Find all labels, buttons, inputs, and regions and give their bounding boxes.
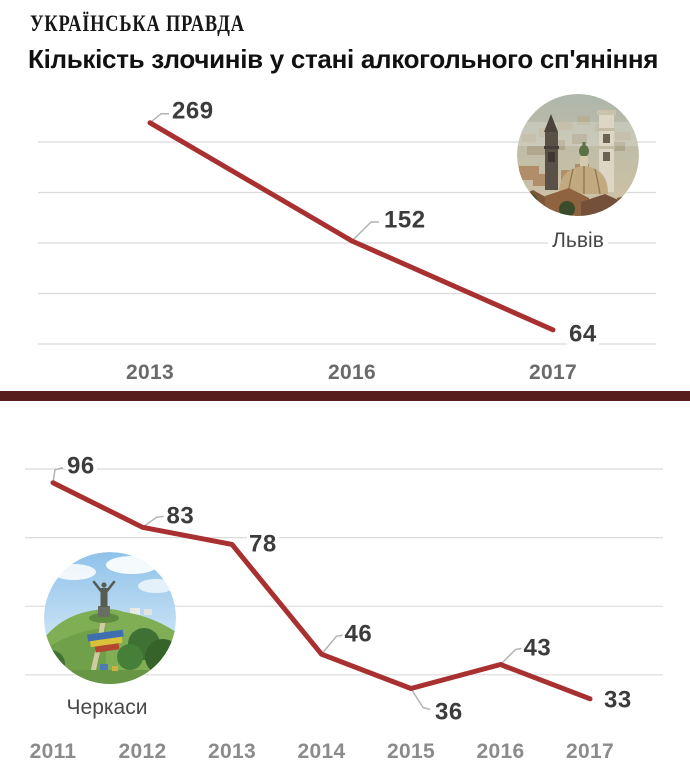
city-label-cherkasy: Черкаси	[62, 696, 152, 720]
x-axis-year-label: 2013	[208, 740, 256, 763]
lviv-city-photo	[517, 94, 639, 216]
label-leader-line	[149, 113, 169, 124]
crime-trend-line	[147, 120, 556, 333]
label-leader-line	[410, 688, 431, 711]
cherkasy-city-photo	[44, 552, 176, 684]
x-axis-year-label: 2017	[529, 361, 577, 384]
data-point-value-label: 78	[247, 530, 279, 558]
x-axis-year-label: 2014	[297, 740, 346, 763]
data-point-value-label: 64	[567, 320, 599, 348]
x-axis-year-label: 2012	[118, 740, 167, 763]
x-axis-year-label: 2017	[566, 740, 614, 763]
label-leader-line	[499, 647, 522, 666]
label-leader-line	[52, 466, 64, 483]
x-axis-year-label: 2016	[328, 361, 376, 384]
data-point-value-label: 96	[65, 452, 97, 480]
section-divider	[0, 391, 690, 401]
lviv-photo-illustration	[517, 94, 639, 216]
x-axis-year-label: 2016	[476, 740, 525, 763]
x-axis-year-label: 2011	[29, 740, 77, 763]
x-axis-year-label: 2015	[387, 740, 435, 763]
page-title: Кількість злочинів у стані алкогольного …	[28, 44, 659, 74]
city-label-lviv: Львів	[548, 229, 608, 253]
data-point-value-label: 269	[170, 97, 216, 125]
cherkasy-photo-illustration	[44, 552, 176, 684]
data-point-value-label: 152	[382, 206, 428, 234]
x-axis-year-label: 2013	[126, 361, 174, 384]
data-point-value-label: 43	[521, 633, 554, 661]
brand-logo: УКРАЇНСЬКА ПРАВДА	[30, 11, 245, 36]
data-point-value-label: 83	[164, 502, 197, 530]
label-leader-line	[142, 515, 164, 528]
data-point-value-label: 36	[433, 697, 465, 725]
data-point-value-label: 33	[602, 686, 634, 714]
label-leader-line	[320, 634, 343, 655]
data-point-value-label: 46	[342, 620, 375, 648]
label-leader-line	[351, 221, 379, 242]
